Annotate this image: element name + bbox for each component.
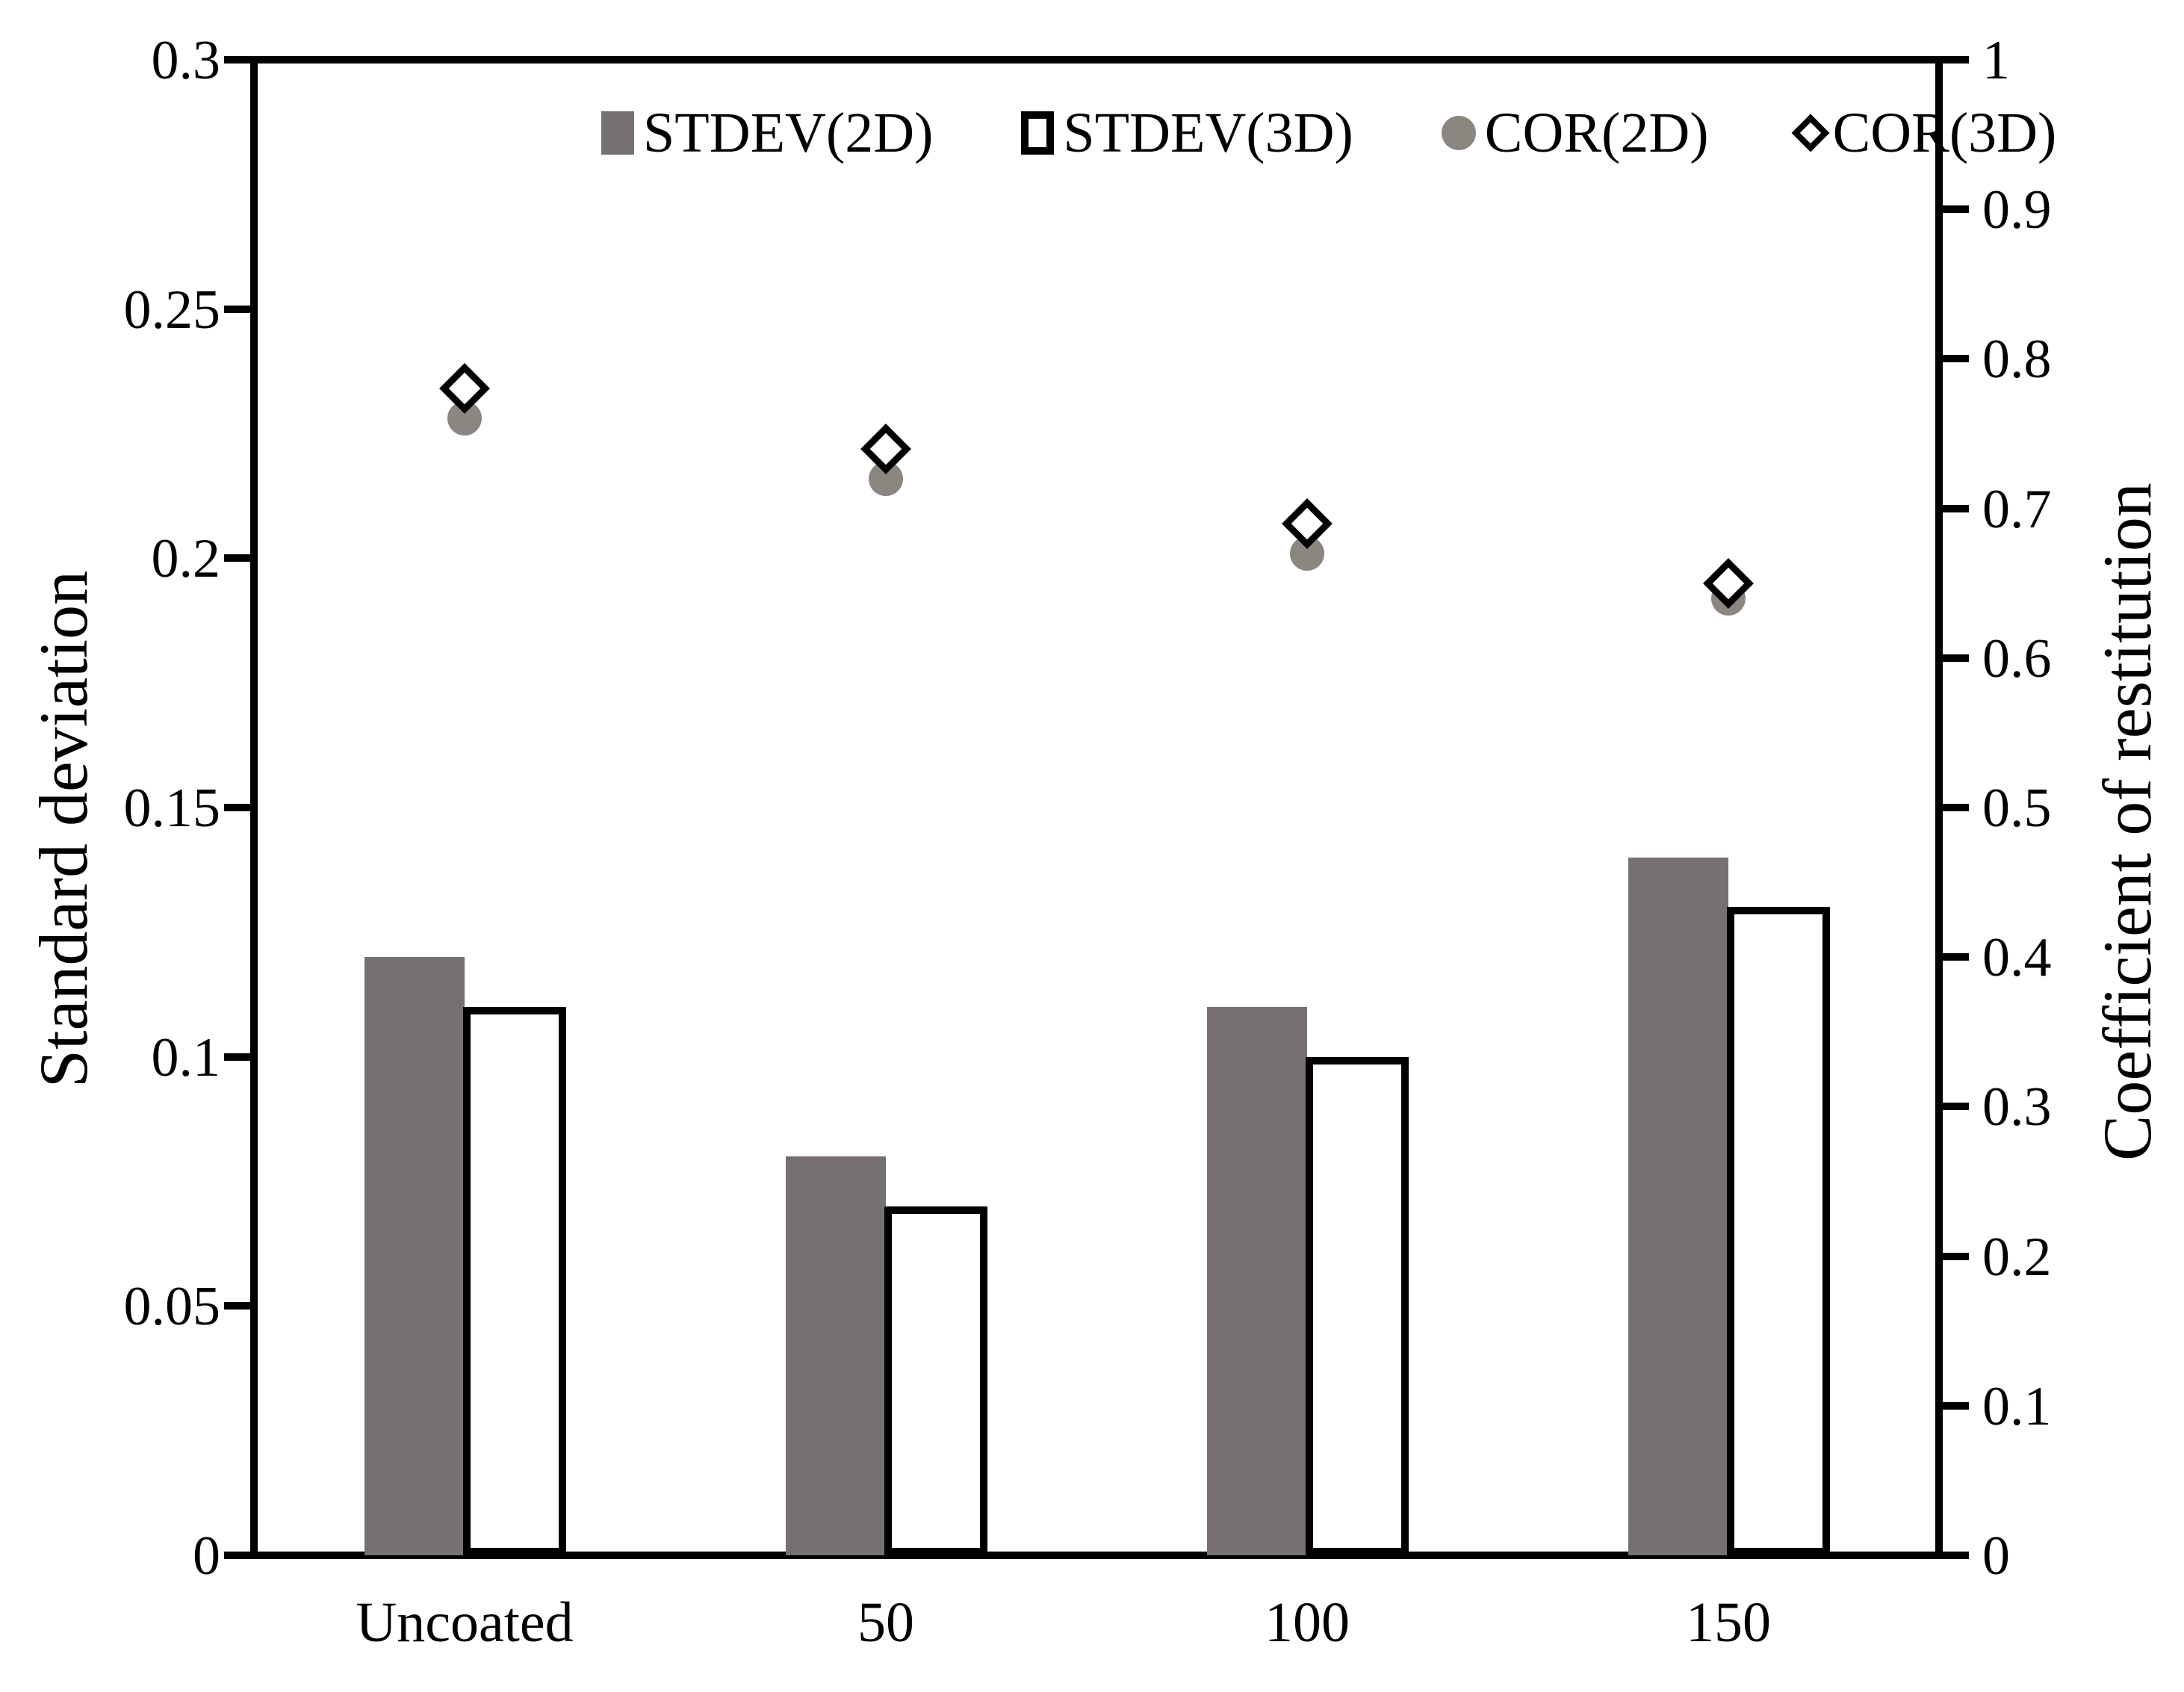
left-axis-tick-label: 0.15 [123, 778, 221, 839]
right-axis-tick [1939, 355, 1969, 363]
right-axis-tick [1939, 654, 1969, 662]
bar-stdev-3d [1727, 907, 1830, 1555]
right-axis-tick-label: 0.7 [1982, 478, 2052, 540]
white-square-icon [1021, 111, 1055, 155]
bar-stdev-2d [1207, 1006, 1307, 1555]
left-axis-tick [224, 804, 254, 811]
legend-item-cor-3d: COR(3D) [1791, 102, 2057, 164]
gray-square-icon [601, 111, 634, 155]
left-axis-tick-label: 0.3 [151, 30, 221, 91]
right-axis-tick [1939, 804, 1969, 811]
legend: STDEV(2D) STDEV(3D) COR(2D) COR(3D) [601, 105, 2056, 161]
left-axis-tick [224, 554, 254, 563]
x-axis-label: 50 [857, 1591, 914, 1654]
left-axis-tick-label: 0.2 [151, 528, 221, 590]
right-axis-tick-label: 0.3 [1982, 1076, 2052, 1138]
right-axis-tick-label: 0.6 [1982, 627, 2052, 689]
left-axis-tick-label: 0.25 [123, 279, 221, 341]
legend-item-cor-2d: COR(2D) [1441, 102, 1709, 164]
right-axis-tick-label: 0.4 [1982, 927, 2052, 989]
left-axis-tick [224, 1552, 254, 1559]
white-diamond-icon [1791, 114, 1830, 152]
right-axis-tick [1939, 1401, 1969, 1410]
right-axis-tick [1939, 504, 1969, 512]
x-axis-label: 150 [1686, 1591, 1771, 1654]
bar-stdev-3d [884, 1206, 987, 1555]
legend-label: STDEV(2D) [643, 102, 934, 164]
right-axis-tick [1939, 1252, 1969, 1260]
right-axis-tick-label: 0.2 [1982, 1226, 2052, 1288]
left-axis-tick-label: 0.05 [123, 1276, 221, 1338]
bar-stdev-3d [1306, 1056, 1409, 1555]
legend-item-stdev-2d: STDEV(2D) [601, 105, 933, 161]
right-axis-tick-label: 0.9 [1982, 179, 2052, 241]
right-axis-tick-label: 0.5 [1982, 778, 2052, 839]
right-axis-tick-label: 1 [1982, 30, 2010, 91]
right-axis-tick [1939, 56, 1969, 63]
left-axis-tick [224, 56, 254, 63]
x-axis-label: 100 [1265, 1591, 1350, 1654]
left-axis-tick-label: 0 [193, 1525, 220, 1587]
legend-item-stdev-3d: STDEV(3D) [1021, 105, 1353, 161]
x-axis-label: Uncoated [356, 1591, 574, 1654]
bar-stdev-2d [1628, 857, 1728, 1555]
left-axis-tick [224, 1053, 254, 1061]
right-axis-tick-label: 0.1 [1982, 1375, 2052, 1437]
right-axis-tick [1939, 953, 1969, 961]
right-axis-tick [1939, 205, 1969, 214]
bar-stdev-2d [786, 1156, 886, 1555]
bar-stdev-3d [463, 1006, 566, 1555]
right-axis-tick-label: 0 [1982, 1525, 2010, 1587]
bar-stdev-2d [364, 957, 465, 1555]
legend-label: STDEV(3D) [1063, 102, 1353, 164]
right-axis-tick-label: 0.8 [1982, 329, 2052, 391]
left-axis-tick [224, 1302, 254, 1310]
left-axis-tick [224, 305, 254, 313]
gray-circle-icon [1441, 116, 1476, 150]
legend-label: COR(3D) [1832, 102, 2057, 164]
legend-label: COR(2D) [1484, 102, 1709, 164]
right-axis-tick [1939, 1103, 1969, 1111]
right-axis-tick [1939, 1552, 1969, 1559]
left-axis-tick-label: 0.1 [151, 1026, 221, 1088]
